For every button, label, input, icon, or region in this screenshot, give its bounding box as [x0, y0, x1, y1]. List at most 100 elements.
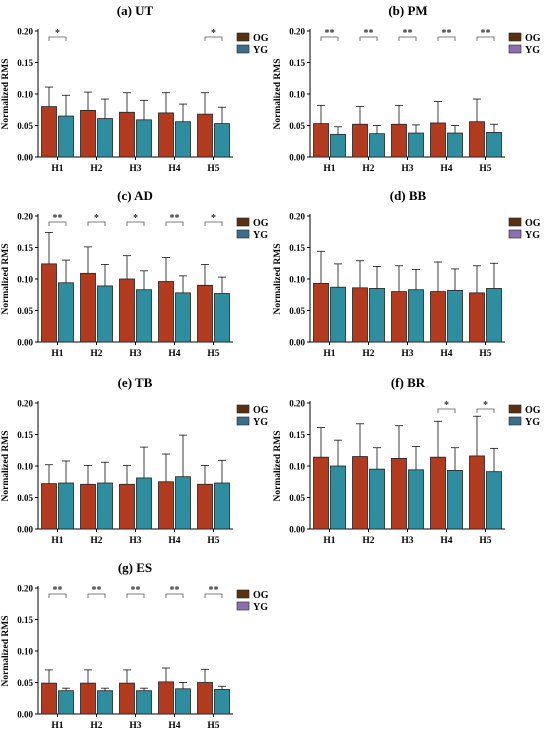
legend-label: OG: [525, 218, 541, 229]
bar-yg: [331, 287, 346, 342]
bar-og: [81, 110, 96, 157]
y-axis-label: Normalized RMS: [1, 616, 11, 687]
bar-og: [198, 484, 213, 529]
bar-yg: [331, 134, 346, 157]
chart-panel-5-0: (a) UT Normalized RMS 0.00 0.05 0.10 0.15 0.20…: [1, 3, 269, 174]
x-tick-label: H3: [129, 536, 141, 546]
y-tick-label: 0.00: [17, 710, 33, 720]
bar-og: [120, 112, 135, 157]
x-tick-label: H3: [401, 349, 413, 359]
bar-og: [470, 293, 485, 342]
bar-yg: [176, 477, 191, 529]
chart-title: (c) AD: [117, 188, 153, 203]
bar-yg: [448, 470, 463, 529]
bar-og: [431, 123, 446, 157]
legend-label: YG: [525, 230, 540, 241]
bar-og: [353, 288, 368, 342]
y-tick-label: 0.20: [17, 212, 33, 222]
bar-yg: [137, 120, 152, 157]
y-tick-label: 0.05: [17, 493, 33, 503]
significance-label: *: [55, 28, 60, 39]
x-tick-label: H1: [51, 721, 63, 731]
y-axis-label: Normalized RMS: [273, 431, 283, 502]
x-tick-label: H3: [129, 164, 141, 174]
bar-yg: [98, 691, 113, 714]
bar-og: [159, 282, 174, 342]
y-tick-label: 0.15: [17, 430, 33, 440]
significance-label: *: [211, 213, 216, 224]
bar-yg: [370, 134, 385, 157]
legend-swatch: [509, 218, 521, 226]
bar-yg: [215, 483, 230, 529]
bar-yg: [176, 689, 191, 714]
bar-og: [392, 292, 407, 342]
significance-label: **: [364, 28, 374, 39]
x-tick-label: H3: [401, 536, 413, 546]
y-tick-label: 0.10: [289, 275, 305, 285]
legend-swatch: [237, 45, 249, 53]
bar-yg: [487, 288, 502, 342]
legend-swatch: [237, 33, 249, 41]
x-tick-label: H3: [401, 164, 413, 174]
bar-og: [159, 682, 174, 714]
y-tick-label: 0.00: [289, 525, 305, 535]
x-tick-label: H5: [207, 164, 219, 174]
bar-og: [42, 683, 57, 714]
y-tick-label: 0.20: [17, 399, 33, 409]
legend-label: YG: [253, 230, 268, 241]
bar-yg: [59, 483, 74, 529]
legend-label: YG: [253, 602, 268, 613]
bar-yg: [370, 469, 385, 529]
legend-label: OG: [253, 405, 269, 416]
x-tick-label: H1: [323, 536, 335, 546]
legend-label: OG: [253, 33, 269, 44]
chart-title: (b) PM: [388, 3, 427, 18]
significance-label: *: [483, 400, 488, 411]
y-tick-label: 0.05: [17, 121, 33, 131]
significance-label: *: [444, 400, 449, 411]
bar-og: [470, 456, 485, 529]
x-tick-label: H2: [362, 349, 374, 359]
significance-label: *: [211, 28, 216, 39]
y-axis-label: Normalized RMS: [273, 244, 283, 315]
bar-yg: [448, 133, 463, 157]
x-tick-label: H1: [51, 164, 63, 174]
x-tick-label: H5: [479, 349, 491, 359]
y-tick-label: 0.00: [17, 338, 33, 348]
legend-swatch: [509, 33, 521, 41]
y-tick-label: 0.10: [17, 462, 33, 472]
chart-title: (a) UT: [117, 3, 154, 18]
y-axis-label: Normalized RMS: [1, 59, 11, 130]
bar-yg: [176, 293, 191, 342]
bar-yg: [331, 466, 346, 529]
significance-label: **: [481, 28, 491, 39]
y-tick-label: 0.00: [17, 153, 33, 163]
chart-panel-5-2: (c) AD Normalized RMS 0.00 0.05 0.10 0.15 0.20…: [1, 188, 269, 359]
y-tick-label: 0.20: [289, 27, 305, 37]
x-tick-label: H1: [51, 349, 63, 359]
legend-swatch: [237, 417, 249, 425]
bar-yg: [137, 691, 152, 714]
chart-panel-5-1: (b) PM Normalized RMS 0.00 0.05 0.10 0.15 0.20…: [273, 3, 541, 174]
bar-yg: [487, 472, 502, 529]
y-tick-label: 0.20: [289, 212, 305, 222]
legend-label: YG: [253, 45, 268, 56]
bar-og: [81, 273, 96, 342]
bar-og: [42, 484, 57, 529]
bar-yg: [215, 689, 230, 714]
bar-yg: [59, 116, 74, 157]
bar-og: [42, 264, 57, 342]
chart-panel-5-5: (f) BR Normalized RMS 0.00 0.05 0.10 0.15 0.20…: [273, 375, 541, 546]
y-tick-label: 0.05: [289, 493, 305, 503]
y-axis-label: Normalized RMS: [1, 244, 11, 315]
y-axis-label: Normalized RMS: [273, 59, 283, 130]
bar-og: [431, 457, 446, 529]
bar-yg: [137, 478, 152, 529]
significance-label: **: [170, 213, 180, 224]
y-tick-label: 0.00: [289, 153, 305, 163]
y-tick-label: 0.05: [17, 678, 33, 688]
chart-title: (g) ES: [118, 560, 152, 575]
bar-yg: [215, 293, 230, 342]
y-tick-label: 0.15: [289, 430, 305, 440]
